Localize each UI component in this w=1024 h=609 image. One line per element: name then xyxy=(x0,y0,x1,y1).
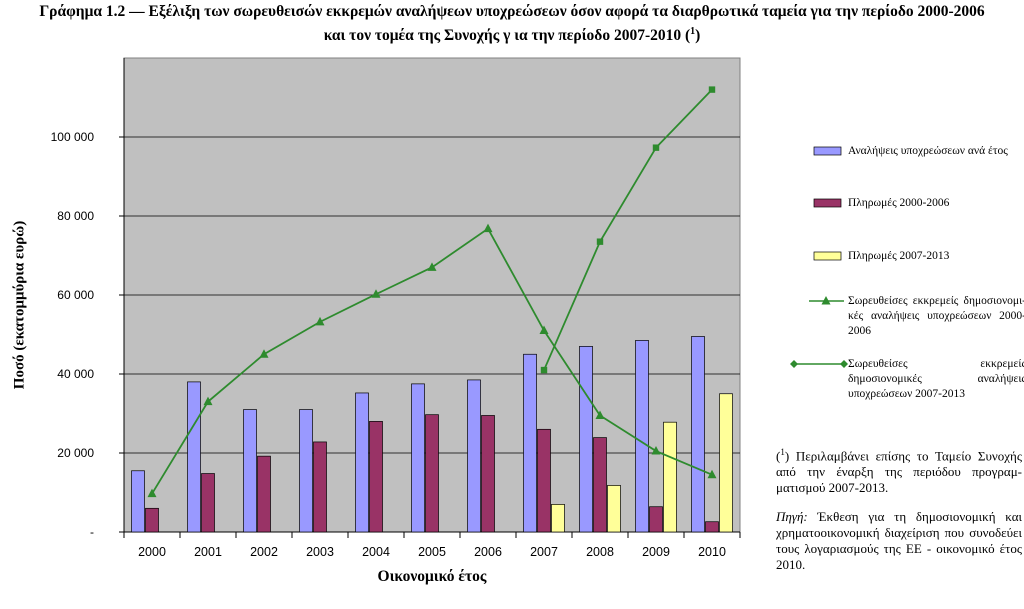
marker-triangle xyxy=(259,349,269,358)
x-tick-label: 2006 xyxy=(474,545,502,559)
bar-payments-2000-2006 xyxy=(481,415,495,533)
bar-commitments xyxy=(243,409,257,533)
bar-payments-2000-2006 xyxy=(201,473,215,533)
bar-commitments xyxy=(131,470,145,533)
marker-square xyxy=(652,144,660,151)
x-tick-label: 2003 xyxy=(306,545,334,559)
legend-label-payments-2007-2013: Πληρωμές 2007-2013 xyxy=(848,250,950,262)
marker-triangle xyxy=(539,325,549,335)
chart-title-line1: Γράφημα 1.2 — Εξέλιξη των σωρευθεισών εκ… xyxy=(39,3,985,20)
bar-payments-2000-2006 xyxy=(369,421,383,533)
y-tick-label: 20 000 xyxy=(57,446,94,460)
bar-commitments xyxy=(187,381,201,533)
x-tick-label: 2008 xyxy=(586,545,614,559)
source-label: Πηγή: xyxy=(776,509,808,524)
y-tick-label: 60 000 xyxy=(57,288,94,302)
title-footnote-marker: 1 xyxy=(690,26,696,37)
legend-marker-diamond xyxy=(790,360,798,368)
legend-marker-diamond xyxy=(840,360,848,368)
y-tick-label: 80 000 xyxy=(57,209,94,223)
marker-square xyxy=(596,238,604,245)
x-tick-label: 2000 xyxy=(138,545,166,559)
bar-payments-2000-2006 xyxy=(537,428,551,533)
marker-triangle xyxy=(147,488,157,498)
marker-triangle xyxy=(651,446,661,455)
x-tick-label: 2004 xyxy=(362,545,390,559)
bar-commitments xyxy=(691,336,705,533)
bar-payments-2007-2013 xyxy=(663,421,677,533)
chart-title-line2-text: και τον τομέα της Συνοχής γ ια την περίο… xyxy=(323,26,701,45)
y-tick-label: - xyxy=(90,525,94,539)
source-text: Έκθεση για τη δημοσιονομική και χρηματοο… xyxy=(776,509,1023,572)
bar-payments-2007-2013 xyxy=(607,485,621,533)
bar-payments-2007-2013 xyxy=(719,393,733,533)
bar-commitments xyxy=(355,392,369,533)
bar-payments-2007-2013 xyxy=(551,504,565,533)
marker-triangle xyxy=(315,316,325,326)
legend-swatch-payments-2007-2013 xyxy=(813,251,842,261)
legend-label-outstanding-2000-2006: Σωρευθείσες εκκρεμείς δημοσιονομι-κές αν… xyxy=(848,295,1024,337)
x-axis-label: Οικονομικό έτος xyxy=(377,568,487,585)
bar-commitments xyxy=(635,340,649,533)
source-note: Πηγή: Έκθεση για τη δημοσιονομική και χρ… xyxy=(776,509,1022,573)
marker-triangle xyxy=(203,396,213,406)
marker-triangle xyxy=(595,410,605,419)
chart-title-line2: και τον τομέα της Συνοχής γ ια την περίο… xyxy=(0,22,1024,46)
bar-commitments xyxy=(523,353,537,533)
marker-square xyxy=(540,366,548,374)
line-outstanding-2007-2013 xyxy=(543,88,713,371)
bar-commitments xyxy=(411,383,425,533)
y-tick-label: 40 000 xyxy=(57,367,94,381)
footnote-text: Περιλαμβάνει επίσης το Ταμείο Συνοχής απ… xyxy=(776,448,1022,496)
x-tick-label: 2010 xyxy=(698,545,726,559)
legend-swatch-commitments xyxy=(813,146,842,156)
x-tick-label: 2007 xyxy=(530,545,558,559)
legend-label-outstanding-2007-2013: Σωρευθείσες εκκρεμείς δημοσιονομικές ανα… xyxy=(848,358,1024,400)
bar-payments-2000-2006 xyxy=(425,414,439,533)
bar-payments-2000-2006 xyxy=(593,437,607,533)
marker-square xyxy=(708,86,716,93)
bar-commitments xyxy=(467,379,481,533)
x-tick-label: 2009 xyxy=(642,545,670,559)
bar-payments-2000-2006 xyxy=(705,521,719,533)
x-tick-label: 2001 xyxy=(194,545,222,559)
marker-triangle xyxy=(483,223,493,233)
legend-marker-triangle xyxy=(821,296,831,305)
footnote: (1) Περιλαμβάνει επίσης το Ταμείο Συνοχή… xyxy=(776,447,1022,496)
legend-label-commitments: Αναλήψεις υποχρεώσεων ανά έτος xyxy=(848,145,1008,157)
legend-label-payments-2000-2006: Πληρωμές 2000-2006 xyxy=(848,197,950,209)
bar-payments-2000-2006 xyxy=(257,455,271,533)
x-tick-label: 2005 xyxy=(418,545,446,559)
bar-payments-2000-2006 xyxy=(649,506,663,533)
bar-commitments xyxy=(299,409,313,533)
footnote-marker: 1 xyxy=(780,447,785,457)
bar-payments-2000-2006 xyxy=(313,441,327,533)
x-tick-label: 2002 xyxy=(250,545,278,559)
legend-swatch-payments-2000-2006 xyxy=(813,198,842,208)
y-tick-label: 100 000 xyxy=(51,130,95,144)
marker-triangle xyxy=(427,262,437,271)
marker-triangle xyxy=(707,469,717,479)
marker-triangle xyxy=(371,289,381,298)
chart-title: Γράφημα 1.2 — Εξέλιξη των σωρευθεισών εκ… xyxy=(0,2,1024,46)
bar-payments-2000-2006 xyxy=(145,507,159,533)
bar-commitments xyxy=(579,346,593,533)
